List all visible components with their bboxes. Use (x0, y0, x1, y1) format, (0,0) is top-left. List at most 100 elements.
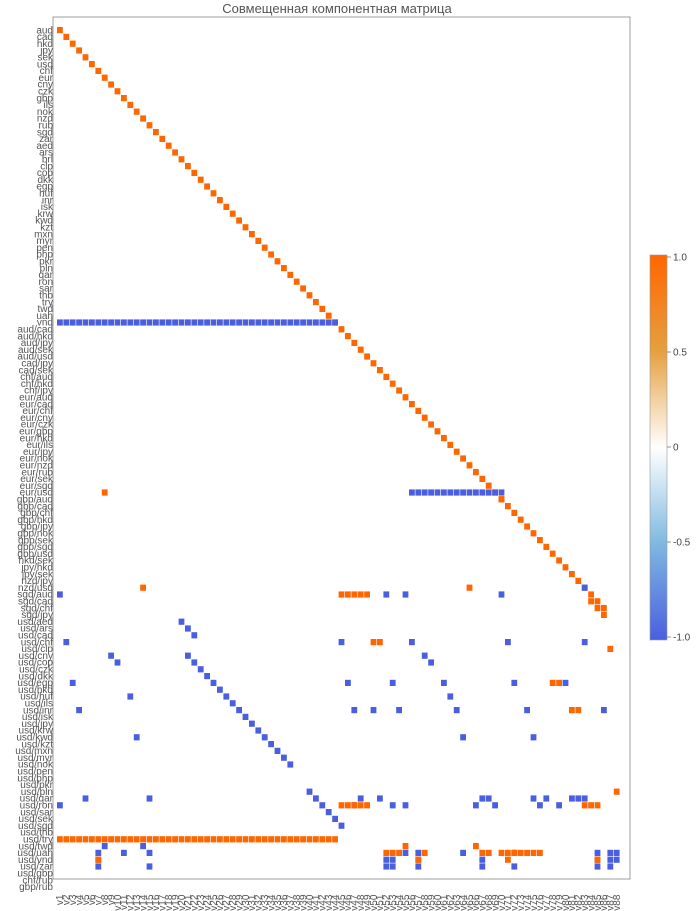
heatmap-cell (172, 836, 178, 843)
heatmap-cell (325, 809, 332, 816)
row-label: isk (41, 202, 54, 213)
row-label: eur/gbp (19, 427, 53, 438)
heatmap-cell (428, 659, 434, 666)
heatmap-cell (261, 244, 268, 251)
heatmap-cell (121, 849, 127, 856)
column-label: v9 (106, 894, 117, 905)
heatmap-cell (581, 639, 588, 646)
heatmap-cell (57, 802, 63, 809)
heatmap-cell (121, 319, 127, 326)
heatmap-cell (76, 707, 82, 714)
heatmap-cell (581, 584, 588, 591)
heatmap-cell (460, 849, 466, 856)
heatmap-cell (549, 550, 556, 557)
row-label: usd/try (23, 835, 53, 846)
heatmap-cell (332, 319, 338, 326)
column-label: v2 (62, 894, 73, 905)
column-label: v59 (426, 894, 437, 911)
row-label: gbp/rub (19, 882, 53, 893)
row-label: kwd (35, 216, 53, 227)
heatmap-cell (351, 339, 358, 346)
heatmap-cell (421, 489, 428, 496)
column-label: v11 (119, 894, 130, 910)
heatmap-cell (473, 489, 479, 496)
heatmap-cell (421, 849, 428, 856)
heatmap-cell (69, 679, 76, 686)
heatmap-cell (63, 836, 70, 843)
row-label: aud/cad (17, 325, 53, 336)
heatmap-cell (274, 836, 281, 843)
heatmap-cell (402, 394, 409, 401)
row-label: eur/usd (20, 488, 53, 499)
heatmap-cell (185, 163, 191, 170)
row-label: aud/sek (18, 345, 54, 356)
heatmap-cell (281, 836, 287, 843)
heatmap-cell (479, 795, 486, 802)
row-label: eur/sgd (20, 481, 53, 492)
column-label: v31 (247, 894, 258, 911)
heatmap-cell (594, 802, 601, 809)
row-label: eur/cad (20, 399, 53, 410)
heatmap-cell (524, 707, 530, 714)
heatmap-cell (223, 836, 230, 843)
heatmap-cell (223, 203, 230, 210)
column-label: v25 (209, 894, 220, 911)
column-label: v71 (503, 894, 514, 911)
row-label: gbp/sek (18, 535, 54, 546)
column-label: v47 (350, 894, 361, 911)
column-label: v41 (311, 894, 322, 911)
heatmap-cell (466, 462, 473, 469)
row-label: gbp/sgd (17, 542, 53, 553)
column-label: v4 (74, 894, 85, 905)
column-label: v28 (228, 894, 239, 911)
column-label: v39 (298, 894, 309, 911)
row-label: eur/nok (20, 454, 54, 465)
heatmap-cell (613, 788, 620, 795)
row-label: usd/krw (19, 726, 54, 737)
row-label: php (36, 250, 53, 261)
heatmap-cell (473, 469, 479, 476)
heatmap-cell (537, 802, 543, 809)
heatmap-cell (57, 591, 63, 598)
column-label: v72 (510, 894, 521, 911)
heatmap-cell (293, 836, 300, 843)
heatmap-cell (607, 856, 614, 863)
row-label: eur/jpy (23, 447, 53, 458)
column-label: v45 (337, 894, 348, 911)
heatmap-cell (268, 836, 274, 843)
row-label: mxn (34, 229, 53, 240)
plot-frame (52, 16, 631, 880)
row-label: usd/czk (19, 665, 54, 676)
column-label: v8 (100, 894, 111, 905)
color-legend-bar (649, 254, 668, 641)
column-label: v66 (471, 894, 482, 911)
heatmap-cell (255, 237, 262, 244)
heatmap-cell (114, 88, 121, 95)
row-label: nzd (37, 114, 53, 125)
heatmap-cell (319, 802, 326, 809)
heatmap-cell (114, 659, 121, 666)
heatmap-cell (229, 836, 236, 843)
row-label: sgd/cad (18, 597, 53, 608)
heatmap-cell (607, 863, 614, 870)
row-label: eur/ils (26, 440, 53, 451)
heatmap-cell (511, 509, 518, 516)
row-label: usd/huf (20, 692, 53, 703)
heatmap-cell (479, 849, 486, 856)
column-label: v77 (542, 894, 553, 911)
heatmap-cell (172, 319, 178, 326)
heatmap-cell (575, 795, 582, 802)
row-label: eur/nzd (20, 461, 53, 472)
row-label: hkd/sek (19, 556, 54, 567)
column-label: v50 (369, 894, 380, 911)
heatmap-cell (185, 652, 191, 659)
heatmap-cell (396, 849, 402, 856)
heatmap-cell (108, 319, 114, 326)
column-label: v13 (132, 894, 143, 911)
column-label: v73 (516, 894, 527, 911)
row-label: usd/gbp (17, 869, 53, 880)
row-label: aed (36, 141, 53, 152)
heatmap-cell (511, 849, 518, 856)
row-label: inr (42, 195, 54, 206)
column-labels: v1v2v3v4v5v6v7v8v9v10v11v12v13v14v15v16v… (55, 894, 623, 911)
